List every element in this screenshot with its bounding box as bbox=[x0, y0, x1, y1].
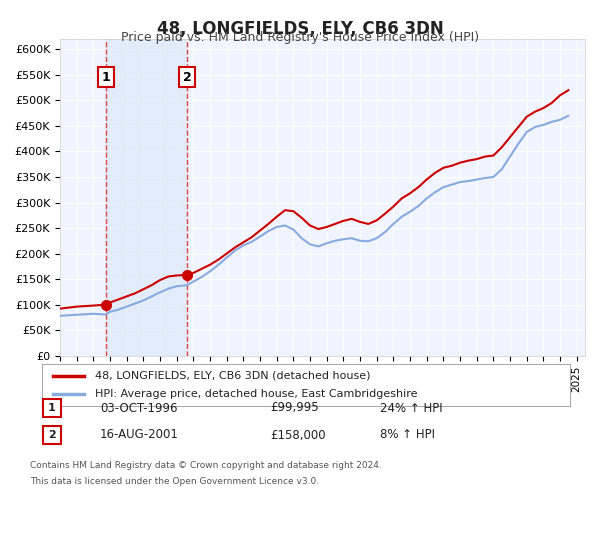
Text: 1: 1 bbox=[101, 71, 110, 83]
Text: Price paid vs. HM Land Registry's House Price Index (HPI): Price paid vs. HM Land Registry's House … bbox=[121, 31, 479, 44]
Text: £158,000: £158,000 bbox=[270, 428, 326, 441]
Text: £99,995: £99,995 bbox=[270, 402, 319, 414]
Text: 2: 2 bbox=[182, 71, 191, 83]
Text: 48, LONGFIELDS, ELY, CB6 3DN (detached house): 48, LONGFIELDS, ELY, CB6 3DN (detached h… bbox=[95, 371, 370, 381]
Text: 1: 1 bbox=[48, 403, 56, 413]
Text: Contains HM Land Registry data © Crown copyright and database right 2024.: Contains HM Land Registry data © Crown c… bbox=[30, 460, 382, 469]
Text: HPI: Average price, detached house, East Cambridgeshire: HPI: Average price, detached house, East… bbox=[95, 389, 418, 399]
Bar bbox=[106, 39, 187, 356]
Text: 24% ↑ HPI: 24% ↑ HPI bbox=[380, 402, 443, 414]
Text: 2: 2 bbox=[48, 430, 56, 440]
Text: 16-AUG-2001: 16-AUG-2001 bbox=[100, 428, 179, 441]
Text: 8% ↑ HPI: 8% ↑ HPI bbox=[380, 428, 435, 441]
Text: 48, LONGFIELDS, ELY, CB6 3DN: 48, LONGFIELDS, ELY, CB6 3DN bbox=[157, 20, 443, 38]
FancyBboxPatch shape bbox=[43, 399, 61, 417]
Text: This data is licensed under the Open Government Licence v3.0.: This data is licensed under the Open Gov… bbox=[30, 478, 319, 487]
FancyBboxPatch shape bbox=[43, 426, 61, 444]
Text: 03-OCT-1996: 03-OCT-1996 bbox=[100, 402, 178, 414]
